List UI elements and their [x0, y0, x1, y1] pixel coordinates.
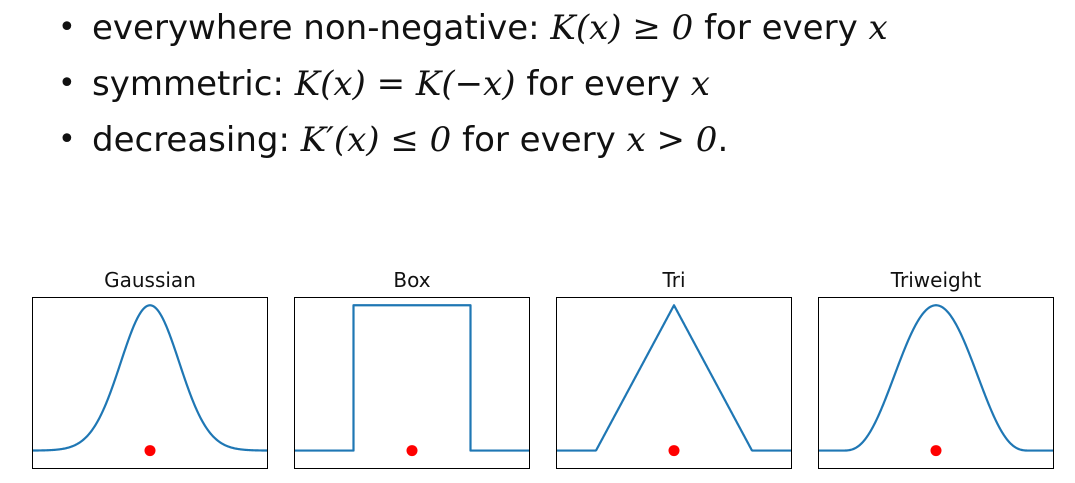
chart-title: Triweight	[890, 268, 982, 292]
kernel-panel-tri: Tri	[556, 268, 792, 470]
bullet-marker: •	[58, 122, 76, 157]
property-variable: x	[690, 64, 710, 104]
axes-frame	[818, 297, 1054, 469]
bullet-marker: •	[58, 10, 76, 45]
center-point	[144, 445, 156, 457]
property-quantifier: for every	[515, 64, 691, 104]
kernel-curve	[32, 304, 268, 452]
property-formula: K(x) ≥ 0	[550, 8, 694, 48]
bullet-text: everywhere non-negative: K(x) ≥ 0 for ev…	[92, 8, 888, 48]
axes-frame	[32, 297, 268, 469]
kernel-panel-gaussian: Gaussian	[32, 268, 268, 470]
kernel-panel-triweight: Triweight	[818, 268, 1054, 470]
property-variable: x	[868, 8, 888, 48]
axes-frame	[294, 297, 530, 469]
property-quantifier: for every	[693, 8, 869, 48]
chart-title: Box	[393, 268, 431, 292]
property-quantifier: for every	[451, 120, 627, 160]
property-name: symmetric:	[92, 64, 295, 104]
center-point	[668, 445, 680, 457]
property-end: .	[717, 120, 729, 160]
bullet-text: decreasing: K′(x) ≤ 0 for every x > 0.	[92, 120, 728, 160]
kernel-curve	[295, 304, 529, 452]
property-formula: K′(x) ≤ 0	[300, 120, 452, 160]
kernel-panel-box: Box	[294, 268, 530, 470]
axes-frame	[556, 297, 792, 469]
property-name: decreasing:	[92, 120, 301, 160]
property-variable: x > 0	[626, 120, 718, 160]
center-point	[930, 445, 942, 457]
property-formula: K(x) = K(−x)	[294, 64, 516, 104]
bullet-text: symmetric: K(x) = K(−x) for every x	[92, 64, 710, 104]
chart-title: Gaussian	[104, 268, 196, 292]
center-point	[406, 445, 418, 457]
kernel-plot-triweight	[818, 297, 1054, 469]
kernel-curve	[818, 304, 1054, 452]
bullet-marker: •	[58, 66, 76, 101]
property-name: everywhere non-negative:	[92, 8, 551, 48]
kernel-plot-gaussian	[32, 297, 268, 469]
kernel-plot-tri	[556, 297, 792, 469]
kernel-plot-box	[294, 297, 530, 469]
chart-title: Tri	[662, 268, 686, 292]
kernel-curve	[556, 304, 792, 452]
